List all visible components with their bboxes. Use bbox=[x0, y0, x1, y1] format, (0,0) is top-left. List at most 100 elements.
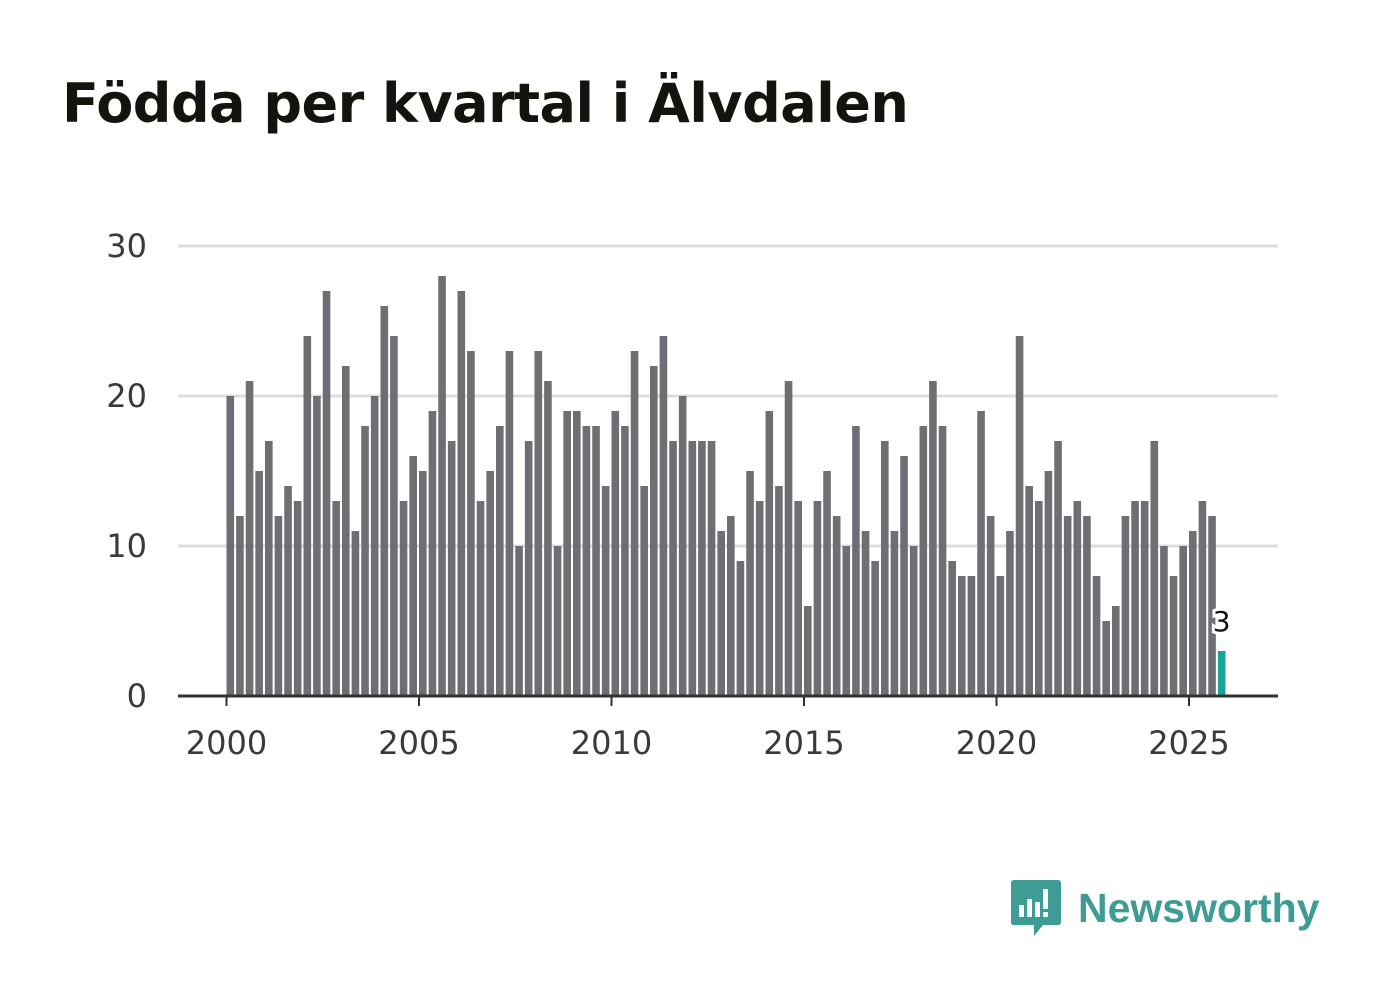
bar bbox=[698, 441, 706, 696]
bar bbox=[938, 426, 947, 696]
bar-highlight bbox=[1217, 651, 1226, 696]
bar bbox=[1150, 441, 1159, 696]
bar bbox=[881, 441, 889, 696]
bar bbox=[727, 516, 735, 696]
bar bbox=[890, 531, 899, 696]
x-tick-label: 2020 bbox=[956, 724, 1037, 762]
bar bbox=[813, 501, 822, 696]
bar bbox=[255, 471, 263, 696]
bar bbox=[1044, 471, 1053, 696]
bar bbox=[1073, 501, 1082, 696]
bar bbox=[861, 531, 870, 696]
bar bbox=[1054, 441, 1062, 696]
bar bbox=[553, 546, 562, 696]
newsworthy-logo-icon bbox=[1011, 880, 1061, 936]
bar bbox=[505, 351, 514, 696]
x-tick-label: 2000 bbox=[186, 724, 267, 762]
bar bbox=[313, 396, 321, 696]
bar bbox=[804, 606, 812, 696]
bar bbox=[986, 516, 995, 696]
bar bbox=[293, 501, 302, 696]
bar bbox=[573, 411, 581, 696]
bar bbox=[852, 426, 860, 696]
bar bbox=[823, 471, 831, 696]
bar bbox=[265, 441, 273, 696]
x-tick-label: 2005 bbox=[378, 724, 459, 762]
chart-title: Födda per kvartal i Älvdalen bbox=[62, 72, 909, 135]
bar bbox=[1121, 516, 1130, 696]
bar bbox=[717, 531, 725, 696]
bar bbox=[650, 366, 658, 696]
bar bbox=[688, 441, 697, 696]
bar bbox=[1092, 576, 1101, 696]
bar bbox=[967, 576, 976, 696]
bar bbox=[784, 381, 793, 696]
bar bbox=[601, 486, 610, 696]
highlight-value-label: 3 bbox=[1213, 605, 1231, 638]
bar bbox=[524, 441, 533, 696]
bar bbox=[755, 501, 764, 696]
bar bbox=[1208, 516, 1216, 696]
bar bbox=[534, 351, 543, 696]
bar bbox=[1063, 516, 1072, 696]
brand-logo: Newsworthy bbox=[1010, 878, 1320, 938]
bar bbox=[342, 366, 350, 696]
bar bbox=[544, 381, 552, 696]
bar bbox=[303, 336, 312, 696]
bar bbox=[447, 441, 456, 696]
bar bbox=[1083, 516, 1091, 696]
bar bbox=[390, 336, 398, 696]
bar bbox=[351, 531, 360, 696]
bar bbox=[563, 411, 571, 696]
bar bbox=[794, 501, 802, 696]
x-tick-label: 2025 bbox=[1148, 724, 1229, 762]
bar bbox=[274, 516, 283, 696]
bar bbox=[1035, 501, 1043, 696]
y-tick-label: 10 bbox=[106, 527, 147, 565]
bar bbox=[467, 351, 475, 696]
bar bbox=[746, 471, 754, 696]
bar bbox=[775, 486, 783, 696]
bar bbox=[582, 426, 591, 696]
bar bbox=[929, 381, 937, 696]
bar bbox=[958, 576, 966, 696]
bar bbox=[226, 396, 235, 696]
bar bbox=[486, 471, 494, 696]
bar bbox=[515, 546, 523, 696]
bar bbox=[1160, 546, 1168, 696]
bar bbox=[736, 561, 745, 696]
data-labels: 3 bbox=[1210, 602, 1234, 641]
bar bbox=[948, 561, 956, 696]
bar bbox=[832, 516, 841, 696]
bar bbox=[678, 396, 687, 696]
y-tick-label: 20 bbox=[106, 377, 147, 415]
bar bbox=[919, 426, 928, 696]
bar bbox=[669, 441, 677, 696]
bar bbox=[1140, 501, 1149, 696]
bar bbox=[707, 441, 716, 696]
bar bbox=[621, 426, 629, 696]
bar bbox=[977, 411, 985, 696]
bar bbox=[438, 276, 446, 696]
bar bbox=[496, 426, 504, 696]
bar bbox=[322, 291, 331, 696]
bar bbox=[765, 411, 774, 696]
bars bbox=[226, 276, 1226, 696]
bar bbox=[659, 336, 668, 696]
bar bbox=[1169, 576, 1178, 696]
bar bbox=[592, 426, 600, 696]
bar bbox=[1102, 621, 1110, 696]
bar bbox=[370, 396, 379, 696]
bar bbox=[245, 381, 254, 696]
bar bbox=[1198, 501, 1207, 696]
y-tick-label: 30 bbox=[106, 227, 147, 265]
bar bbox=[428, 411, 437, 696]
bar bbox=[640, 486, 648, 696]
bar bbox=[1189, 531, 1197, 696]
bar bbox=[871, 561, 879, 696]
x-tick-label: 2010 bbox=[571, 724, 652, 762]
bar bbox=[380, 306, 389, 696]
bar bbox=[1015, 336, 1024, 696]
bar bbox=[476, 501, 485, 696]
bar bbox=[399, 501, 408, 696]
